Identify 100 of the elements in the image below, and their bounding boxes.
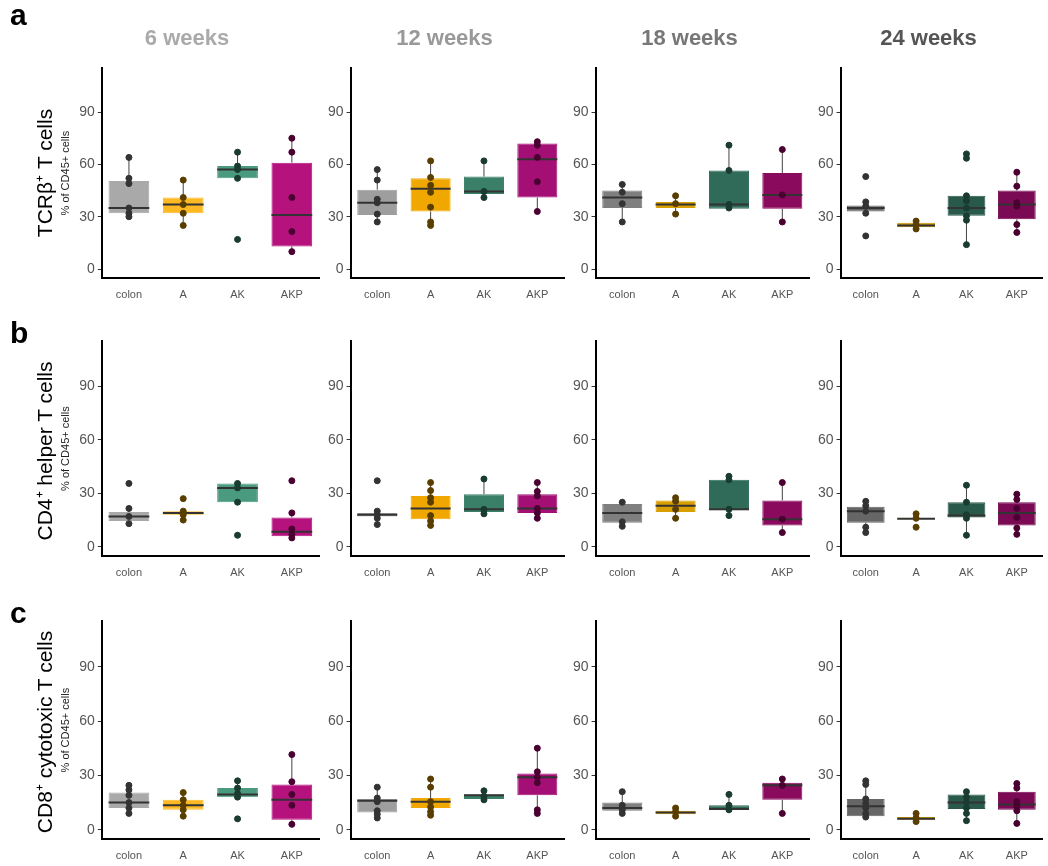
- x-tick-label: AK: [230, 288, 246, 301]
- text: a: [10, 0, 27, 31]
- x-tick-label: AKP: [280, 849, 303, 862]
- y-tick-label: 60: [817, 711, 834, 728]
- y-tick-label: 90: [79, 376, 95, 393]
- chart-title: 12 weeks: [396, 25, 493, 51]
- x-tick-label: AK: [721, 288, 737, 301]
- y-tick-label: 90: [327, 376, 344, 393]
- y-tick-label: 60: [327, 155, 344, 172]
- x-tick-label: colon: [364, 288, 391, 301]
- y-tick-label: 90: [79, 102, 95, 119]
- chart-title: 18 weeks: [641, 25, 738, 51]
- x-tick-label: A: [426, 288, 435, 301]
- x-tick-label: A: [426, 566, 435, 579]
- text: b: [10, 316, 29, 349]
- x-tick-label: AKP: [1005, 566, 1028, 579]
- x-tick-label: colon: [364, 566, 391, 579]
- y-tick-label: 30: [572, 484, 589, 501]
- x-tick-label: AKP: [771, 849, 794, 862]
- y-tick-label: 30: [817, 766, 834, 783]
- y-tick-label: 60: [79, 155, 95, 172]
- y-tick-label: 60: [817, 430, 834, 447]
- y-tick-label: 30: [79, 207, 95, 224]
- x-tick-label: AK: [476, 566, 492, 579]
- y-tick-label: 30: [327, 207, 344, 224]
- x-tick-label: colon: [852, 566, 879, 579]
- text: CD4⁺ helper T cells: [32, 361, 57, 540]
- x-tick-label: AK: [721, 849, 737, 862]
- text: CD8⁺ cytotoxic T cells: [32, 630, 57, 834]
- x-tick-label: AK: [959, 566, 975, 579]
- x-tick-label: colon: [364, 849, 391, 862]
- x-tick-label: colon: [609, 566, 636, 579]
- y-tick-label: 0: [86, 820, 95, 837]
- y-tick-label: 30: [572, 766, 589, 783]
- x-tick-label: AKP: [1005, 849, 1028, 862]
- chart-title: 24 weeks: [880, 25, 977, 51]
- x-tick-label: AKP: [526, 849, 549, 862]
- x-tick-label: A: [912, 566, 921, 579]
- y-tick-label: 90: [572, 376, 589, 393]
- y-tick-label: 30: [327, 484, 344, 501]
- x-tick-label: AKP: [280, 566, 303, 579]
- y-tick-label: 60: [572, 711, 589, 728]
- y-tick-label: 90: [817, 657, 834, 674]
- y-tick-label: 60: [817, 155, 834, 172]
- y-tick-label: 90: [572, 657, 589, 674]
- x-tick-label: AK: [959, 849, 975, 862]
- x-tick-label: AK: [721, 566, 737, 579]
- x-tick-label: colon: [852, 849, 879, 862]
- y-tick-label: 90: [327, 657, 344, 674]
- x-tick-label: colon: [115, 288, 143, 301]
- x-tick-label: AKP: [771, 288, 794, 301]
- y-tick-label: 0: [580, 259, 589, 276]
- x-tick-label: colon: [609, 849, 636, 862]
- x-tick-label: A: [671, 566, 680, 579]
- y-tick-label: 30: [572, 207, 589, 224]
- y-tick-label: 0: [86, 537, 95, 554]
- x-tick-label: AK: [230, 849, 246, 862]
- y-tick-label: 60: [572, 155, 589, 172]
- x-tick-label: AK: [476, 849, 492, 862]
- x-tick-label: A: [179, 288, 188, 301]
- x-tick-label: A: [912, 849, 921, 862]
- y-tick-label: 90: [817, 376, 834, 393]
- y-tick-label: 0: [86, 259, 95, 276]
- y-tick-label: 30: [817, 484, 834, 501]
- x-tick-label: A: [671, 849, 680, 862]
- y-tick-label: 0: [825, 537, 834, 554]
- y-tick-label: 60: [327, 430, 344, 447]
- y-tick-label: 90: [817, 102, 834, 119]
- y-axis-title: % of CD45+ cells: [58, 405, 71, 491]
- y-tick-label: 0: [825, 820, 834, 837]
- x-tick-label: AKP: [526, 566, 549, 579]
- x-tick-label: A: [179, 849, 188, 862]
- x-tick-label: A: [671, 288, 680, 301]
- x-tick-label: A: [426, 849, 435, 862]
- y-tick-label: 90: [572, 102, 589, 119]
- y-tick-label: 0: [580, 537, 589, 554]
- y-tick-label: 0: [335, 537, 344, 554]
- x-tick-label: AK: [959, 288, 975, 301]
- y-tick-label: 60: [79, 430, 95, 447]
- text: TCRβ⁺ T cells: [32, 108, 57, 237]
- chart-title: 6 weeks: [144, 25, 230, 51]
- x-tick-label: colon: [852, 288, 879, 301]
- x-tick-label: colon: [115, 849, 143, 862]
- y-tick-label: 0: [580, 820, 589, 837]
- y-tick-label: 0: [335, 820, 344, 837]
- x-tick-label: colon: [609, 288, 636, 301]
- y-tick-label: 30: [327, 766, 344, 783]
- y-tick-label: 0: [825, 259, 834, 276]
- x-tick-label: AK: [476, 288, 492, 301]
- y-axis-title: % of CD45+ cells: [58, 687, 71, 773]
- x-tick-label: AK: [230, 566, 246, 579]
- y-tick-label: 90: [79, 657, 95, 674]
- x-tick-label: AKP: [771, 566, 794, 579]
- x-tick-label: colon: [115, 566, 143, 579]
- y-tick-label: 60: [79, 711, 95, 728]
- y-tick-label: 60: [572, 430, 589, 447]
- y-axis-title: % of CD45+ cells: [58, 130, 71, 216]
- y-tick-label: 0: [335, 259, 344, 276]
- y-tick-label: 90: [327, 102, 344, 119]
- x-tick-label: A: [912, 288, 921, 301]
